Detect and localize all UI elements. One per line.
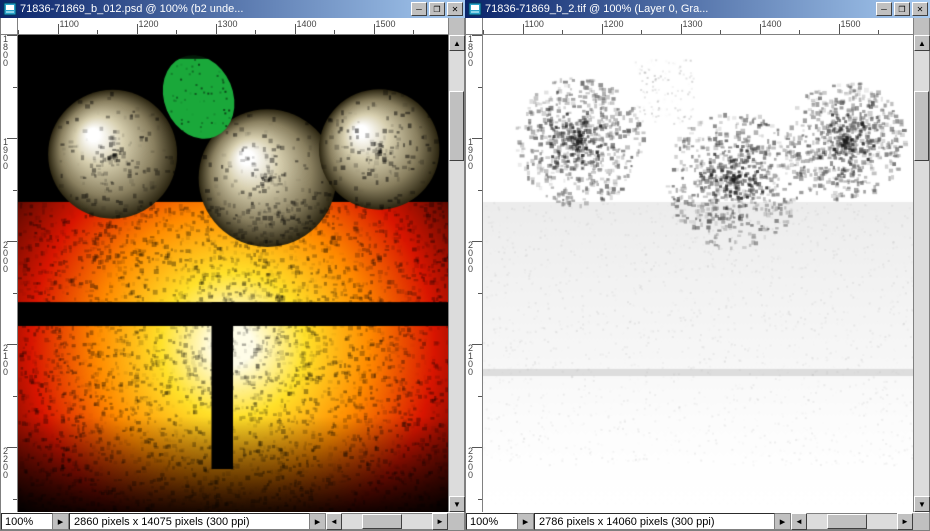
h-scroll-track[interactable] xyxy=(342,513,432,530)
restore-button[interactable]: ❐ xyxy=(429,2,445,16)
h-scroll-thumb[interactable] xyxy=(362,514,402,529)
horizontal-ruler[interactable]: 1100 1200 1300 1400 1500 xyxy=(18,18,448,35)
horizontal-scrollbar[interactable]: ◄ ► xyxy=(791,513,913,530)
scroll-right-button[interactable]: ► xyxy=(897,513,913,530)
document-canvas[interactable] xyxy=(18,35,448,512)
horizontal-ruler[interactable]: 1100 1200 1300 1400 1500 xyxy=(483,18,913,35)
document-dimensions: 2860 pixels x 14075 pixels (300 ppi) xyxy=(69,513,310,530)
vertical-scrollbar[interactable]: ▲ ▼ xyxy=(913,35,929,512)
scroll-left-button[interactable]: ◄ xyxy=(326,513,342,530)
zoom-field[interactable]: 100% xyxy=(1,513,53,530)
restore-button[interactable]: ❐ xyxy=(894,2,910,16)
document-dimensions: 2786 pixels x 14060 pixels (300 ppi) xyxy=(534,513,775,530)
scroll-right-button[interactable]: ► xyxy=(432,513,448,530)
scroll-up-button[interactable]: ▲ xyxy=(449,35,465,51)
minimize-button[interactable]: ─ xyxy=(411,2,427,16)
dims-flyout-icon[interactable]: ▸ xyxy=(775,513,791,530)
window-titlebar[interactable]: 71836-71869_b_2.tif @ 100% (Layer 0, Gra… xyxy=(465,0,930,18)
zoom-flyout-icon[interactable]: ▸ xyxy=(518,513,534,530)
canvas-area[interactable] xyxy=(18,35,448,512)
minimize-button[interactable]: ─ xyxy=(876,2,892,16)
close-button[interactable]: ✕ xyxy=(447,2,463,16)
h-scroll-track[interactable] xyxy=(807,513,897,530)
document-canvas[interactable] xyxy=(483,35,913,512)
canvas-area[interactable] xyxy=(483,35,913,512)
horizontal-scrollbar[interactable]: ◄ ► xyxy=(326,513,448,530)
document-icon xyxy=(468,2,482,16)
status-bar: 100% ▸ 2786 pixels x 14060 pixels (300 p… xyxy=(466,512,929,530)
vertical-ruler[interactable]: 1800 1900 2000 2100 2200 xyxy=(1,35,18,512)
document-icon xyxy=(3,2,17,16)
scroll-up-button[interactable]: ▲ xyxy=(914,35,930,51)
window-title: 71836-71869_b_2.tif @ 100% (Layer 0, Gra… xyxy=(485,3,874,15)
h-scroll-thumb[interactable] xyxy=(827,514,867,529)
vertical-ruler[interactable]: 1800 1900 2000 2100 2200 xyxy=(466,35,483,512)
status-bar: 100% ▸ 2860 pixels x 14075 pixels (300 p… xyxy=(1,512,464,530)
zoom-flyout-icon[interactable]: ▸ xyxy=(53,513,69,530)
v-scroll-thumb[interactable] xyxy=(914,91,929,161)
close-button[interactable]: ✕ xyxy=(912,2,928,16)
vertical-scrollbar[interactable]: ▲ ▼ xyxy=(448,35,464,512)
window-titlebar[interactable]: 71836-71869_b_012.psd @ 100% (b2 unde...… xyxy=(0,0,465,18)
ruler-origin[interactable] xyxy=(466,18,483,35)
window-title: 71836-71869_b_012.psd @ 100% (b2 unde... xyxy=(20,3,409,15)
v-scroll-track[interactable] xyxy=(449,51,464,496)
ruler-origin[interactable] xyxy=(1,18,18,35)
scroll-down-button[interactable]: ▼ xyxy=(449,496,465,512)
zoom-field[interactable]: 100% xyxy=(466,513,518,530)
scroll-left-button[interactable]: ◄ xyxy=(791,513,807,530)
dims-flyout-icon[interactable]: ▸ xyxy=(310,513,326,530)
v-scroll-track[interactable] xyxy=(914,51,929,496)
scroll-down-button[interactable]: ▼ xyxy=(914,496,930,512)
v-scroll-thumb[interactable] xyxy=(449,91,464,161)
